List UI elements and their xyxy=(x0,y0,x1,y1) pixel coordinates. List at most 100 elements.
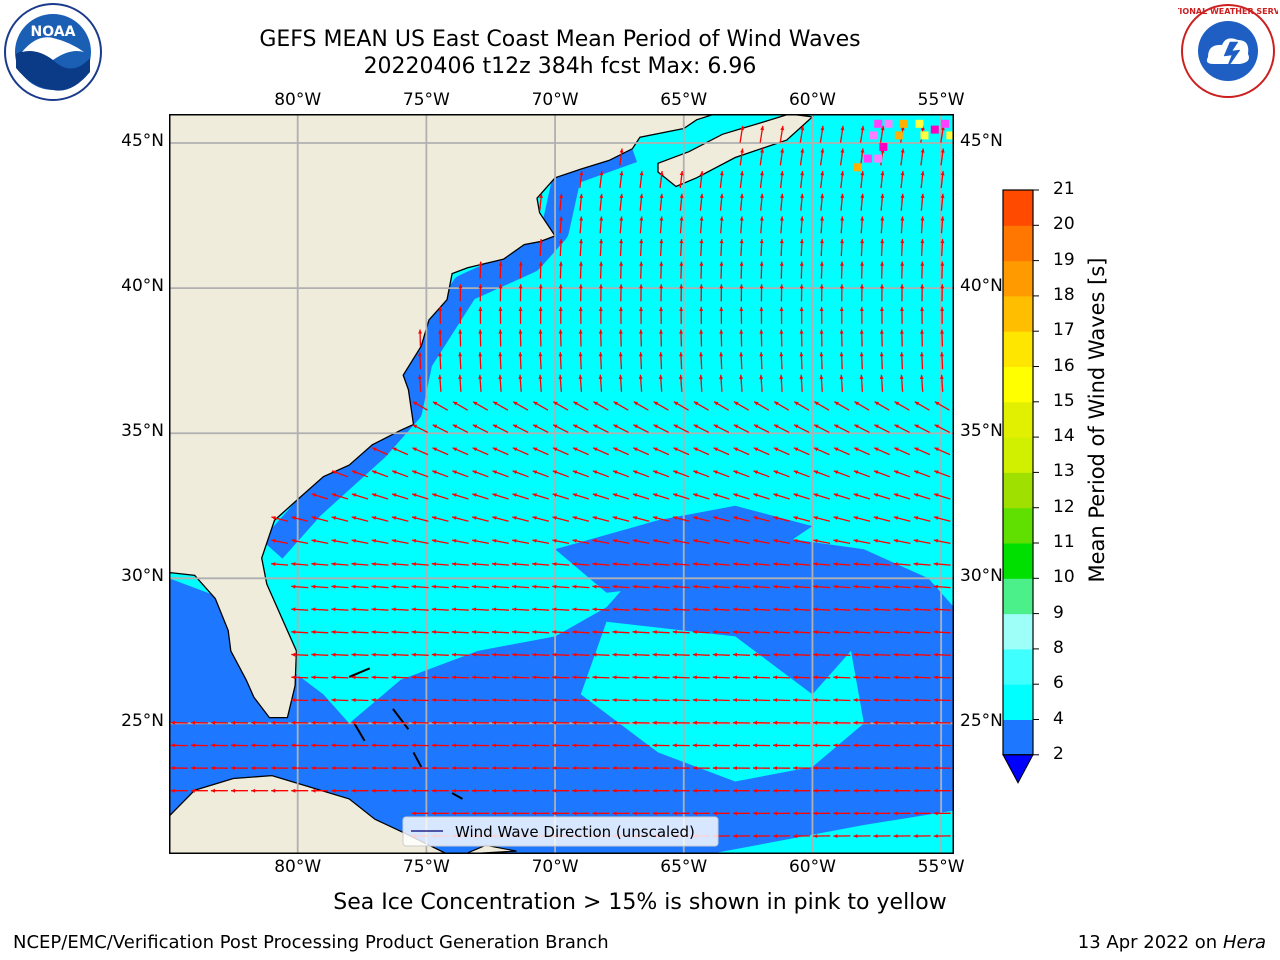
wave-direction-arrow xyxy=(692,516,710,522)
wave-direction-arrow xyxy=(900,261,905,279)
wave-direction-arrow xyxy=(853,766,871,770)
wave-direction-arrow xyxy=(833,743,851,748)
wave-direction-arrow xyxy=(873,811,891,816)
wave-direction-arrow xyxy=(853,607,871,612)
wave-direction-arrow xyxy=(371,766,389,770)
wave-direction-arrow xyxy=(672,539,690,545)
wave-direction-arrow xyxy=(417,374,422,392)
wave-direction-arrow xyxy=(813,834,831,838)
wave-direction-arrow xyxy=(712,584,730,589)
wave-direction-arrow xyxy=(813,766,831,770)
wave-direction-arrow xyxy=(311,675,329,680)
wave-direction-arrow xyxy=(920,306,924,324)
colorbar-label: 10 xyxy=(1053,567,1075,588)
wave-direction-arrow xyxy=(833,584,851,589)
wave-direction-arrow xyxy=(893,562,911,566)
wave-direction-arrow xyxy=(412,424,429,433)
wave-direction-arrow xyxy=(552,470,569,478)
wave-direction-arrow xyxy=(933,470,951,478)
wave-direction-arrow xyxy=(799,261,804,279)
wave-direction-arrow xyxy=(612,584,630,589)
wave-direction-arrow xyxy=(431,516,449,522)
wave-direction-arrow xyxy=(813,698,831,702)
wave-direction-arrow xyxy=(579,238,583,257)
colorbar-label: 6 xyxy=(1053,673,1064,694)
wave-direction-arrow xyxy=(351,652,369,657)
wave-direction-arrow xyxy=(913,675,931,680)
wave-direction-arrow xyxy=(813,539,831,545)
tick-label: 30°N xyxy=(121,566,164,587)
wave-direction-arrow xyxy=(752,675,771,680)
wave-direction-arrow xyxy=(779,329,784,347)
footer-host: Hera xyxy=(1222,932,1266,953)
wave-direction-arrow xyxy=(612,493,630,500)
wave-direction-arrow xyxy=(351,584,369,589)
wave-direction-arrow xyxy=(512,424,529,433)
wave-direction-arrow xyxy=(532,607,550,612)
wave-direction-arrow xyxy=(552,720,570,725)
wave-direction-arrow xyxy=(699,216,704,234)
wave-direction-arrow xyxy=(933,788,951,793)
wave-direction-arrow xyxy=(699,261,704,279)
wave-direction-arrow xyxy=(913,652,931,657)
wave-direction-arrow xyxy=(491,675,510,680)
wave-direction-arrow xyxy=(939,374,944,392)
wave-direction-arrow xyxy=(793,698,811,702)
wave-direction-arrow xyxy=(679,352,683,370)
wave-direction-arrow xyxy=(331,630,349,634)
wave-direction-arrow xyxy=(712,743,730,748)
colorbar-segment xyxy=(1003,225,1033,262)
wave-direction-arrow xyxy=(833,516,851,522)
colorbar-title: Mean Period of Wind Waves [s] xyxy=(1085,257,1109,583)
wave-direction-arrow xyxy=(532,516,550,522)
coastal-low-period-band xyxy=(261,135,638,559)
wave-direction-arrow xyxy=(940,284,945,302)
wave-direction-arrow xyxy=(933,493,951,500)
wave-direction-arrow xyxy=(532,447,549,456)
wave-direction-arrow xyxy=(331,493,349,500)
wave-direction-arrow xyxy=(552,788,570,793)
wave-direction-arrow xyxy=(773,652,791,657)
wave-direction-arrow xyxy=(538,284,543,302)
wave-direction-arrow xyxy=(411,698,429,702)
wave-direction-arrow xyxy=(391,562,409,566)
wave-direction-arrow xyxy=(880,216,885,234)
wave-direction-arrow xyxy=(819,261,824,279)
wave-direction-arrow xyxy=(940,352,944,370)
wave-direction-arrow xyxy=(532,493,549,500)
sea-ice-cell xyxy=(874,154,883,163)
wave-direction-arrow xyxy=(893,675,911,680)
wave-direction-arrow xyxy=(753,447,770,456)
wave-direction-arrow xyxy=(210,743,228,748)
wave-direction-arrow xyxy=(371,470,389,478)
sea-ice-cell xyxy=(941,119,950,128)
wave-direction-arrow xyxy=(713,424,730,433)
sea-ice-cell xyxy=(853,163,862,172)
wave-direction-arrow xyxy=(940,216,945,234)
wave-direction-arrow xyxy=(692,675,710,680)
wave-direction-arrow xyxy=(813,675,831,680)
tick-label: 55°W xyxy=(917,857,965,877)
wave-direction-arrow xyxy=(371,562,389,566)
wave-direction-arrow xyxy=(472,516,489,522)
wave-direction-arrow xyxy=(271,516,289,522)
wave-direction-arrow xyxy=(672,607,690,612)
wave-direction-arrow xyxy=(491,562,510,566)
wave-direction-arrow xyxy=(692,811,710,816)
wave-direction-arrow xyxy=(518,329,523,347)
wave-direction-arrow xyxy=(732,766,750,770)
wave-direction-arrow xyxy=(538,306,543,324)
wave-direction-arrow xyxy=(934,424,951,433)
wave-direction-arrow xyxy=(893,743,911,748)
wave-direction-arrow xyxy=(552,447,569,456)
wave-direction-arrow xyxy=(598,306,603,324)
land-north-america xyxy=(169,114,715,719)
wave-direction-arrow xyxy=(893,652,911,657)
tick-label: 70°W xyxy=(531,857,579,877)
wave-direction-arrow xyxy=(451,743,469,748)
map-panel: Wind Wave Direction (unscaled) xyxy=(169,114,954,854)
wave-direction-arrow xyxy=(538,238,543,257)
wave-direction-arrow xyxy=(512,516,529,522)
wave-direction-arrow xyxy=(552,401,569,411)
wave-direction-arrow xyxy=(170,766,188,770)
